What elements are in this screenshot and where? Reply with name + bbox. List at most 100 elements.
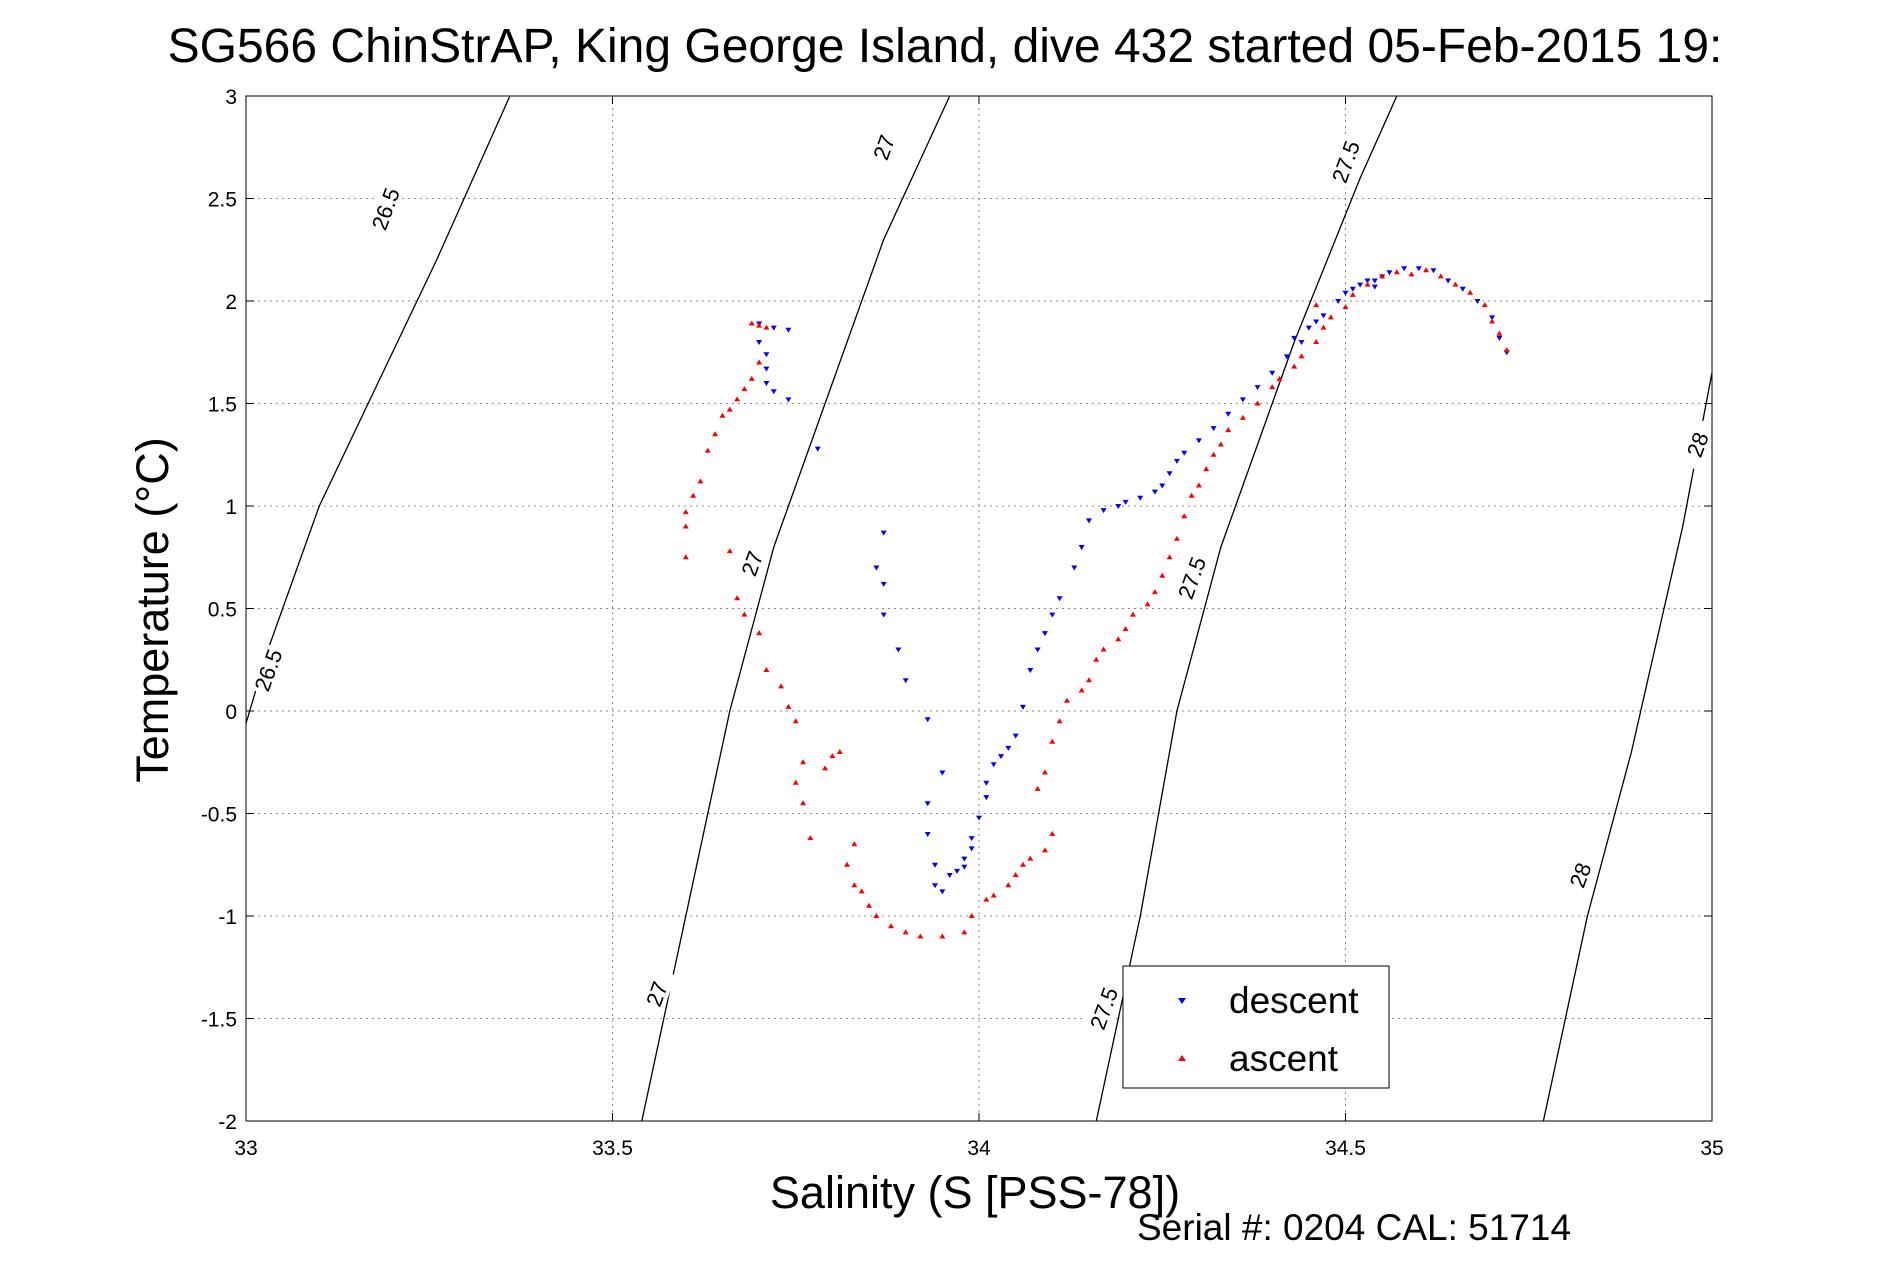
descent-point — [1371, 278, 1378, 284]
descent-point — [1239, 397, 1246, 403]
contour-label: 27.5 — [1173, 554, 1211, 603]
ascent-point — [1467, 289, 1474, 295]
contour-label-bg — [1558, 847, 1600, 902]
descent-point — [756, 340, 763, 345]
contour-label-bg — [635, 966, 676, 1021]
descent-point — [1225, 411, 1232, 417]
descent-point — [1474, 299, 1481, 304]
y-tick-label: 3 — [225, 86, 237, 109]
contour-label-bg — [363, 181, 405, 236]
ascent-point — [1503, 347, 1510, 353]
descent-point — [924, 801, 931, 807]
descent-point — [1445, 278, 1452, 284]
density-contour-27 — [641, 96, 951, 1121]
ascent-point — [851, 841, 858, 847]
ascent-point — [682, 554, 689, 560]
ascent-point — [1239, 414, 1246, 420]
ascent-point — [690, 492, 697, 498]
descent-point — [1269, 370, 1276, 376]
descent-point — [1005, 745, 1012, 751]
ascent-point — [990, 892, 997, 898]
ascent-point — [1034, 785, 1041, 791]
ascent-point — [983, 896, 990, 902]
contour-label-group: 27.5 — [1170, 550, 1211, 605]
ascent-point — [1203, 466, 1210, 472]
descent-point — [1313, 319, 1320, 325]
descent-point — [1071, 565, 1078, 571]
ascent-point — [778, 683, 785, 689]
contour-label-group: 27.5 — [1082, 980, 1124, 1035]
legend-ascent-marker — [1178, 1055, 1186, 1061]
ascent-point — [1019, 861, 1026, 867]
descent-point — [1137, 495, 1144, 501]
descent-point — [895, 647, 902, 653]
x-tick-label: 35 — [1700, 1137, 1723, 1160]
ascent-point — [1144, 601, 1151, 607]
descent-point — [1034, 647, 1041, 653]
descent-point — [1342, 290, 1349, 296]
ascent-point — [756, 630, 763, 636]
descent-point — [990, 762, 997, 768]
axis-ticks: 33 33.5 34 34.5 35 -2 -1.5 -1 -0.5 0 0.5 1 1.5 2 2.5 3 — [201, 86, 1724, 1160]
y-tick-label: -1.5 — [201, 1009, 237, 1032]
y-tick-label: 2.5 — [208, 189, 237, 212]
ascent-point — [844, 861, 851, 867]
ascent-point — [704, 447, 711, 453]
ascent-point — [1027, 855, 1034, 861]
descent-point — [939, 770, 946, 776]
contour-label-group: 26.5 — [246, 642, 288, 697]
descent-point — [1085, 518, 1092, 524]
descent-point — [1056, 596, 1063, 602]
descent-point — [1335, 299, 1342, 304]
ascent-point — [1063, 697, 1070, 703]
density-contour-27.5 — [1095, 96, 1398, 1121]
contour-label-bg — [862, 119, 904, 174]
ascent-point — [792, 718, 799, 724]
descent-point — [1195, 438, 1202, 444]
descent-point — [924, 717, 931, 723]
y-tick-label: 0.5 — [208, 599, 237, 622]
descent-point — [1386, 270, 1393, 276]
ascent-point — [1379, 273, 1386, 279]
descent-point — [1041, 631, 1048, 637]
contour-label-bg — [1082, 980, 1124, 1035]
ascent-point — [1276, 375, 1283, 381]
ascent-point — [1056, 718, 1063, 724]
descent-point — [1283, 354, 1290, 360]
ascent-point — [1041, 847, 1048, 853]
y-tick-label: -1 — [218, 906, 237, 929]
ascent-point — [712, 431, 719, 437]
descent-point — [1181, 450, 1188, 456]
descent-point — [961, 864, 968, 870]
contour-label: 26.5 — [249, 646, 287, 695]
ascent-point — [851, 882, 858, 888]
ascent-point — [792, 779, 799, 785]
ascent-point — [1093, 656, 1100, 662]
descent-point — [939, 889, 946, 895]
ascent-point — [1269, 384, 1276, 390]
ascent-point — [1166, 554, 1173, 560]
ascent-point — [1225, 427, 1232, 433]
descent-point — [983, 795, 990, 801]
ascent-point — [1313, 339, 1320, 344]
ascent-point — [1423, 267, 1430, 273]
x-tick-label: 34.5 — [1325, 1137, 1366, 1160]
ascent-point — [763, 324, 770, 330]
y-axis-label: Temperature (°C) — [127, 437, 178, 783]
ascent-point — [902, 929, 909, 935]
descent-point — [1049, 612, 1056, 618]
ascent-point — [1452, 281, 1459, 287]
ascent-point — [1408, 271, 1415, 277]
ascent-point — [1254, 400, 1261, 406]
ascent-point — [719, 412, 726, 418]
ascent-point — [1393, 269, 1400, 275]
descent-point — [1401, 266, 1408, 272]
ascent-point — [1049, 738, 1056, 744]
x-tick-label: 34 — [967, 1137, 991, 1160]
ascent-point — [1342, 304, 1349, 310]
contour-label-group: 26.5 — [363, 181, 405, 236]
data-points — [682, 266, 1510, 939]
ascent-point — [1298, 353, 1305, 359]
